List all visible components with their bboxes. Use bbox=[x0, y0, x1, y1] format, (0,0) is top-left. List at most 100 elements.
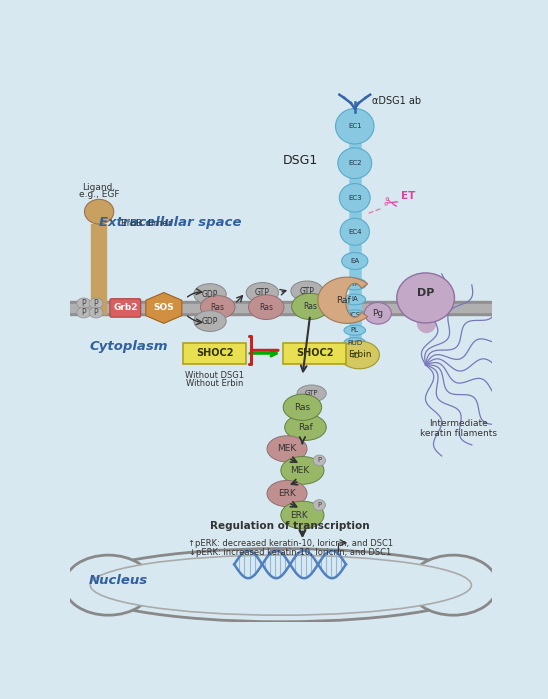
Text: Erbin: Erbin bbox=[347, 350, 371, 359]
Text: ↓pERK: increased keratin-10, loricrin, and DSC1: ↓pERK: increased keratin-10, loricrin, a… bbox=[189, 548, 391, 557]
Text: αDSG1 ab: αDSG1 ab bbox=[372, 96, 421, 106]
Text: TD: TD bbox=[350, 354, 359, 359]
Text: TM: TM bbox=[350, 281, 360, 287]
Text: P: P bbox=[317, 502, 322, 508]
Bar bbox=[70, 308, 492, 312]
Ellipse shape bbox=[194, 284, 226, 305]
Text: Without Erbin: Without Erbin bbox=[186, 379, 243, 388]
Text: P: P bbox=[82, 308, 86, 317]
Ellipse shape bbox=[343, 278, 366, 290]
Text: PL: PL bbox=[351, 327, 359, 333]
Ellipse shape bbox=[89, 298, 103, 309]
Ellipse shape bbox=[342, 252, 368, 269]
Ellipse shape bbox=[90, 555, 471, 615]
Ellipse shape bbox=[292, 294, 329, 319]
Text: EC2: EC2 bbox=[348, 160, 362, 166]
Text: GTP: GTP bbox=[255, 288, 270, 297]
Ellipse shape bbox=[77, 307, 90, 318]
Text: EC3: EC3 bbox=[348, 195, 362, 201]
Ellipse shape bbox=[248, 295, 284, 319]
Ellipse shape bbox=[84, 199, 114, 224]
Text: ET: ET bbox=[401, 191, 415, 201]
Ellipse shape bbox=[77, 549, 485, 621]
Text: Nucleus: Nucleus bbox=[89, 574, 149, 586]
Ellipse shape bbox=[267, 480, 307, 507]
Text: Grb2: Grb2 bbox=[113, 303, 138, 312]
Text: Without DSG1: Without DSG1 bbox=[185, 371, 244, 380]
Ellipse shape bbox=[201, 296, 235, 319]
Text: ✂: ✂ bbox=[380, 194, 400, 215]
Text: GDP: GDP bbox=[202, 317, 218, 326]
Text: EC4: EC4 bbox=[348, 229, 362, 235]
Text: Pg: Pg bbox=[372, 309, 384, 318]
Ellipse shape bbox=[344, 325, 366, 336]
Text: GTP: GTP bbox=[300, 287, 315, 296]
Text: Ras: Ras bbox=[294, 403, 311, 412]
Text: SHOC2: SHOC2 bbox=[196, 348, 233, 359]
Ellipse shape bbox=[313, 500, 326, 510]
Text: P: P bbox=[82, 299, 86, 308]
Text: SHOC2: SHOC2 bbox=[296, 348, 334, 359]
Text: Raf: Raf bbox=[336, 296, 351, 305]
Text: GTP: GTP bbox=[305, 391, 318, 396]
Ellipse shape bbox=[281, 456, 324, 484]
Text: Cytoplasm: Cytoplasm bbox=[89, 340, 168, 352]
Ellipse shape bbox=[344, 351, 366, 362]
Text: DP: DP bbox=[417, 288, 435, 298]
Ellipse shape bbox=[64, 555, 153, 615]
Text: Regulation of transcription: Regulation of transcription bbox=[210, 521, 370, 531]
Ellipse shape bbox=[246, 282, 278, 303]
Text: GDP: GDP bbox=[202, 289, 218, 298]
Text: P: P bbox=[317, 457, 322, 463]
Bar bbox=[70, 304, 492, 308]
Text: RUD: RUD bbox=[347, 340, 362, 345]
Text: EC1: EC1 bbox=[348, 123, 362, 129]
Ellipse shape bbox=[194, 310, 226, 331]
Ellipse shape bbox=[344, 294, 366, 305]
Text: ERK: ERK bbox=[290, 510, 308, 519]
Text: Intermediate
keratin filaments: Intermediate keratin filaments bbox=[420, 419, 497, 438]
Text: P: P bbox=[94, 308, 98, 317]
Polygon shape bbox=[146, 293, 182, 324]
Text: MEK: MEK bbox=[277, 445, 296, 454]
Ellipse shape bbox=[267, 435, 307, 462]
Bar bbox=[70, 301, 492, 315]
Ellipse shape bbox=[409, 555, 498, 615]
Ellipse shape bbox=[291, 281, 323, 301]
Ellipse shape bbox=[340, 218, 369, 245]
Ellipse shape bbox=[89, 307, 103, 318]
Ellipse shape bbox=[339, 184, 370, 212]
Polygon shape bbox=[318, 277, 368, 324]
FancyBboxPatch shape bbox=[283, 343, 346, 364]
Text: Ras: Ras bbox=[259, 303, 273, 312]
Text: DSG1: DSG1 bbox=[283, 154, 318, 167]
Ellipse shape bbox=[344, 310, 366, 320]
Ellipse shape bbox=[297, 385, 326, 402]
Ellipse shape bbox=[364, 303, 391, 324]
Ellipse shape bbox=[335, 108, 374, 144]
Text: ERK: ERK bbox=[278, 489, 296, 498]
Text: Ras: Ras bbox=[211, 303, 225, 312]
Ellipse shape bbox=[344, 338, 366, 347]
Ellipse shape bbox=[281, 501, 324, 529]
Text: Extracellular space: Extracellular space bbox=[99, 216, 242, 229]
Text: e.g., EGF: e.g., EGF bbox=[79, 190, 119, 199]
FancyBboxPatch shape bbox=[110, 298, 141, 317]
Text: ↑pERK: decreased keratin-10, loricrin, and DSC1: ↑pERK: decreased keratin-10, loricrin, a… bbox=[187, 539, 393, 548]
Text: ICS: ICS bbox=[349, 312, 361, 318]
Text: ErbB dimer: ErbB dimer bbox=[121, 219, 172, 229]
Ellipse shape bbox=[283, 394, 322, 420]
Text: MEK: MEK bbox=[290, 466, 309, 475]
FancyBboxPatch shape bbox=[183, 343, 246, 364]
Text: IA: IA bbox=[351, 296, 358, 303]
Text: Ras: Ras bbox=[303, 302, 317, 311]
Ellipse shape bbox=[338, 147, 372, 178]
Ellipse shape bbox=[285, 415, 326, 440]
Text: Ligand,: Ligand, bbox=[83, 183, 116, 192]
Ellipse shape bbox=[339, 341, 379, 369]
Ellipse shape bbox=[313, 455, 326, 466]
Text: SOS: SOS bbox=[153, 303, 174, 312]
Ellipse shape bbox=[397, 273, 454, 323]
Text: EA: EA bbox=[350, 258, 359, 264]
Text: Raf: Raf bbox=[298, 423, 313, 432]
